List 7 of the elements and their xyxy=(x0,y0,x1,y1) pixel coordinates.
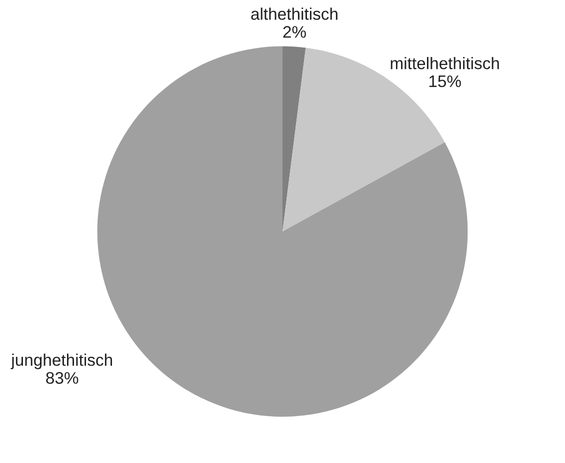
data-label: 2% xyxy=(283,26,306,38)
slice-label: junghethitisch xyxy=(10,354,112,370)
slice-label: althethitisch xyxy=(251,8,338,20)
pie-slice xyxy=(282,46,306,232)
slice-label: mittelhethitisch xyxy=(390,56,499,70)
data-label: 15% xyxy=(429,75,461,88)
data-label: 83% xyxy=(46,372,78,384)
